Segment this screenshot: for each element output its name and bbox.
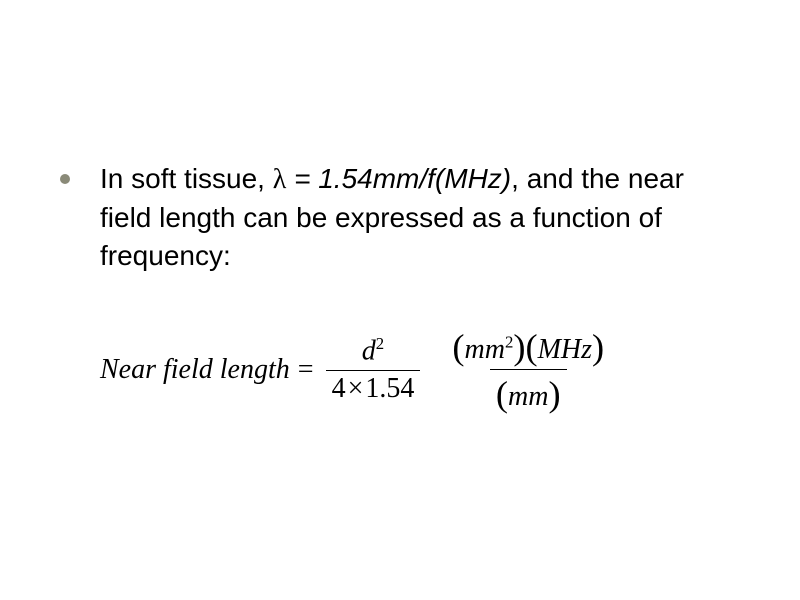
den-154: 1.54 [365, 373, 414, 404]
formula-row: Near field length = d2 4×1.54 (mm2)(MHz)… [100, 325, 740, 414]
fraction1-denominator: 4×1.54 [326, 370, 421, 405]
exp-2: 2 [376, 334, 384, 353]
var-d: d [362, 336, 376, 367]
rparen-1: ) [513, 327, 525, 367]
bullet-text: In soft tissue, λ = 1.54mm/f(MHz), and t… [100, 160, 720, 274]
rparen-3: ) [548, 374, 560, 414]
times-symbol: × [346, 373, 366, 404]
fraction1-numerator: d2 [356, 334, 390, 369]
rparen-2: ) [592, 327, 604, 367]
slide: In soft tissue, λ = 1.54mm/f(MHz), and t… [0, 0, 800, 600]
bullet-pre: In soft tissue, [100, 163, 273, 194]
bullet-block: In soft tissue, λ = 1.54mm/f(MHz), and t… [60, 160, 720, 274]
bullet-dot-icon [60, 174, 70, 184]
formula-lhs: Near field length [100, 354, 290, 386]
fraction2-denominator: (mm) [490, 369, 567, 414]
fraction-d2-over-4x154: d2 4×1.54 [326, 334, 421, 404]
fraction-units: (mm2)(MHz) (mm) [446, 325, 610, 414]
lparen-2: ( [525, 327, 537, 367]
unit-mm-den: mm [508, 381, 548, 412]
near-field-formula: Near field length = d2 4×1.54 (mm2)(MHz)… [100, 325, 740, 414]
den-4: 4 [332, 373, 346, 404]
lambda-symbol: λ [273, 164, 287, 195]
unit-mhz: MHz [538, 334, 592, 365]
bullet-row: In soft tissue, λ = 1.54mm/f(MHz), and t… [60, 160, 720, 274]
lparen-1: ( [452, 327, 464, 367]
fraction2-numerator: (mm2)(MHz) [446, 325, 610, 369]
bullet-eq: = 1.54mm/f(MHz) [286, 163, 511, 194]
lparen-3: ( [496, 374, 508, 414]
equals-sign: = [290, 354, 322, 386]
unit-mm2-base: mm [464, 334, 504, 365]
